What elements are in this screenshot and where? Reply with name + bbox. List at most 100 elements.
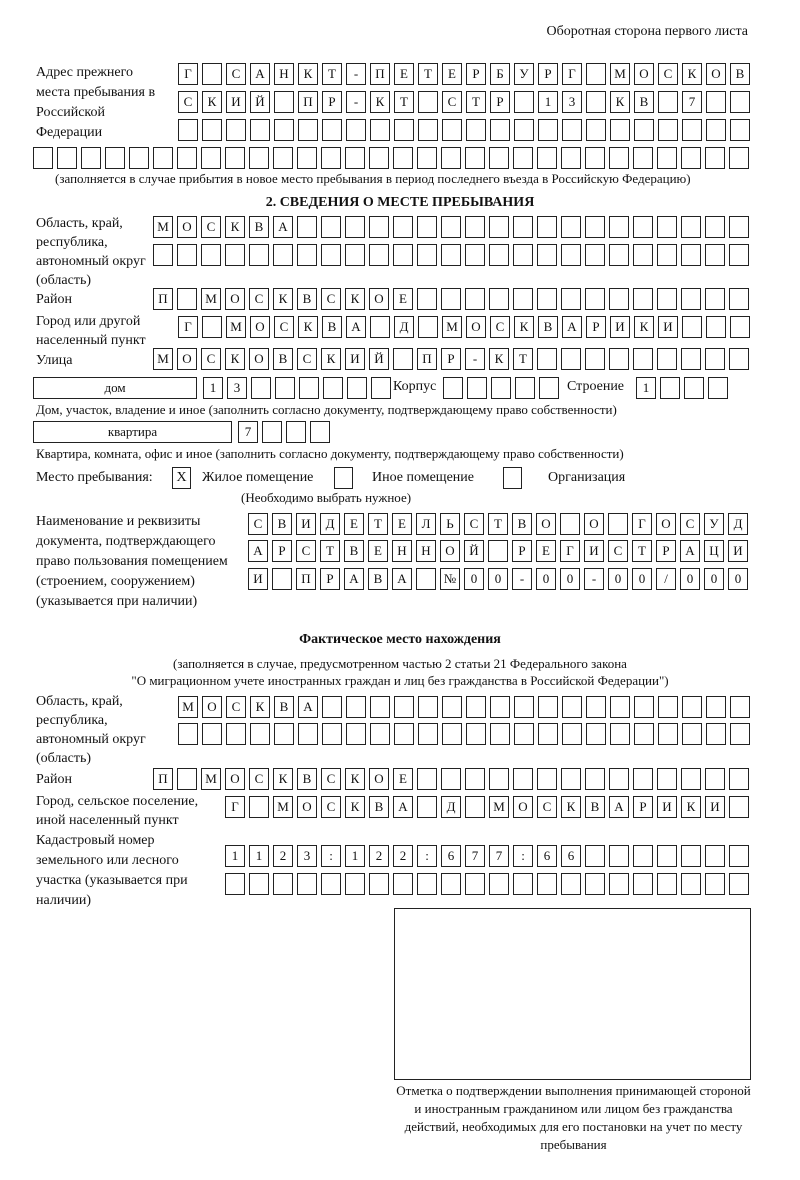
char-cell[interactable] bbox=[417, 873, 437, 895]
char-cell[interactable] bbox=[585, 768, 605, 790]
char-cell[interactable]: О bbox=[634, 63, 654, 85]
char-cell[interactable]: М bbox=[273, 796, 293, 818]
char-cell[interactable]: О bbox=[369, 768, 389, 790]
char-cell[interactable]: В bbox=[512, 513, 532, 535]
char-cell[interactable]: У bbox=[514, 63, 534, 85]
char-cell[interactable] bbox=[514, 723, 534, 745]
char-cell[interactable]: 7 bbox=[489, 845, 509, 867]
char-cell[interactable] bbox=[443, 377, 463, 399]
char-cell[interactable] bbox=[369, 244, 389, 266]
char-cell[interactable] bbox=[585, 288, 605, 310]
char-cell[interactable] bbox=[321, 873, 341, 895]
char-cell[interactable] bbox=[298, 119, 318, 141]
char-cell[interactable]: К bbox=[634, 316, 654, 338]
char-cell[interactable]: И bbox=[345, 348, 365, 370]
char-cell[interactable] bbox=[514, 696, 534, 718]
char-cell[interactable] bbox=[465, 244, 485, 266]
char-cell[interactable]: Д bbox=[394, 316, 414, 338]
char-cell[interactable]: 0 bbox=[488, 568, 508, 590]
char-cell[interactable] bbox=[441, 147, 461, 169]
char-cell[interactable] bbox=[610, 696, 630, 718]
char-cell[interactable] bbox=[730, 316, 750, 338]
char-cell[interactable] bbox=[537, 244, 557, 266]
char-cell[interactable]: П bbox=[298, 91, 318, 113]
char-cell[interactable] bbox=[202, 119, 222, 141]
char-cell[interactable] bbox=[586, 696, 606, 718]
char-cell[interactable] bbox=[249, 796, 269, 818]
char-cell[interactable] bbox=[490, 696, 510, 718]
char-cell[interactable] bbox=[562, 696, 582, 718]
char-cell[interactable]: 7 bbox=[682, 91, 702, 113]
char-cell[interactable] bbox=[274, 91, 294, 113]
char-cell[interactable] bbox=[705, 845, 725, 867]
char-cell[interactable] bbox=[417, 147, 437, 169]
char-cell[interactable]: К bbox=[321, 348, 341, 370]
char-cell[interactable]: 7 bbox=[238, 421, 258, 443]
stay-checkbox-other[interactable] bbox=[334, 467, 353, 489]
char-cell[interactable] bbox=[202, 63, 222, 85]
char-cell[interactable]: А bbox=[273, 216, 293, 238]
char-cell[interactable]: О bbox=[369, 288, 389, 310]
char-cell[interactable]: И bbox=[584, 540, 604, 562]
char-cell[interactable]: М bbox=[201, 288, 221, 310]
char-cell[interactable]: О bbox=[706, 63, 726, 85]
char-cell[interactable] bbox=[513, 768, 533, 790]
char-cell[interactable] bbox=[370, 696, 390, 718]
char-cell[interactable] bbox=[489, 216, 509, 238]
char-cell[interactable] bbox=[417, 768, 437, 790]
char-cell[interactable] bbox=[729, 873, 749, 895]
char-cell[interactable] bbox=[346, 696, 366, 718]
char-cell[interactable]: П bbox=[296, 568, 316, 590]
char-cell[interactable] bbox=[682, 723, 702, 745]
char-cell[interactable]: 2 bbox=[393, 845, 413, 867]
char-cell[interactable] bbox=[275, 377, 295, 399]
char-cell[interactable]: К bbox=[345, 796, 365, 818]
char-cell[interactable] bbox=[682, 316, 702, 338]
char-cell[interactable] bbox=[346, 119, 366, 141]
char-cell[interactable] bbox=[345, 216, 365, 238]
char-cell[interactable]: Р bbox=[466, 63, 486, 85]
char-cell[interactable]: А bbox=[344, 568, 364, 590]
char-cell[interactable]: Т bbox=[322, 63, 342, 85]
char-cell[interactable]: Г bbox=[178, 316, 198, 338]
char-cell[interactable]: В bbox=[249, 216, 269, 238]
char-cell[interactable] bbox=[585, 147, 605, 169]
char-cell[interactable]: С bbox=[321, 796, 341, 818]
char-cell[interactable]: Р bbox=[322, 91, 342, 113]
char-cell[interactable] bbox=[609, 244, 629, 266]
char-cell[interactable]: В bbox=[369, 796, 389, 818]
char-cell[interactable]: К bbox=[489, 348, 509, 370]
char-cell[interactable]: У bbox=[704, 513, 724, 535]
char-cell[interactable]: О bbox=[250, 316, 270, 338]
char-cell[interactable] bbox=[369, 147, 389, 169]
char-cell[interactable]: О bbox=[225, 768, 245, 790]
char-cell[interactable] bbox=[465, 768, 485, 790]
char-cell[interactable] bbox=[657, 288, 677, 310]
char-cell[interactable] bbox=[729, 348, 749, 370]
char-cell[interactable] bbox=[538, 723, 558, 745]
char-cell[interactable] bbox=[345, 244, 365, 266]
char-cell[interactable] bbox=[226, 119, 246, 141]
char-cell[interactable] bbox=[465, 288, 485, 310]
char-cell[interactable]: А bbox=[609, 796, 629, 818]
char-cell[interactable] bbox=[681, 244, 701, 266]
char-cell[interactable] bbox=[322, 119, 342, 141]
char-cell[interactable]: О bbox=[466, 316, 486, 338]
stay-checkbox-organization[interactable] bbox=[503, 467, 522, 489]
char-cell[interactable] bbox=[369, 873, 389, 895]
char-cell[interactable] bbox=[658, 723, 678, 745]
char-cell[interactable] bbox=[393, 216, 413, 238]
char-cell[interactable]: Г bbox=[562, 63, 582, 85]
char-cell[interactable] bbox=[562, 119, 582, 141]
char-cell[interactable] bbox=[633, 147, 653, 169]
char-cell[interactable] bbox=[537, 288, 557, 310]
char-cell[interactable] bbox=[681, 873, 701, 895]
char-cell[interactable]: 0 bbox=[680, 568, 700, 590]
char-cell[interactable] bbox=[417, 288, 437, 310]
char-cell[interactable]: 1 bbox=[249, 845, 269, 867]
char-cell[interactable] bbox=[322, 696, 342, 718]
char-cell[interactable] bbox=[418, 119, 438, 141]
char-cell[interactable]: 0 bbox=[608, 568, 628, 590]
char-cell[interactable] bbox=[177, 244, 197, 266]
char-cell[interactable] bbox=[585, 244, 605, 266]
